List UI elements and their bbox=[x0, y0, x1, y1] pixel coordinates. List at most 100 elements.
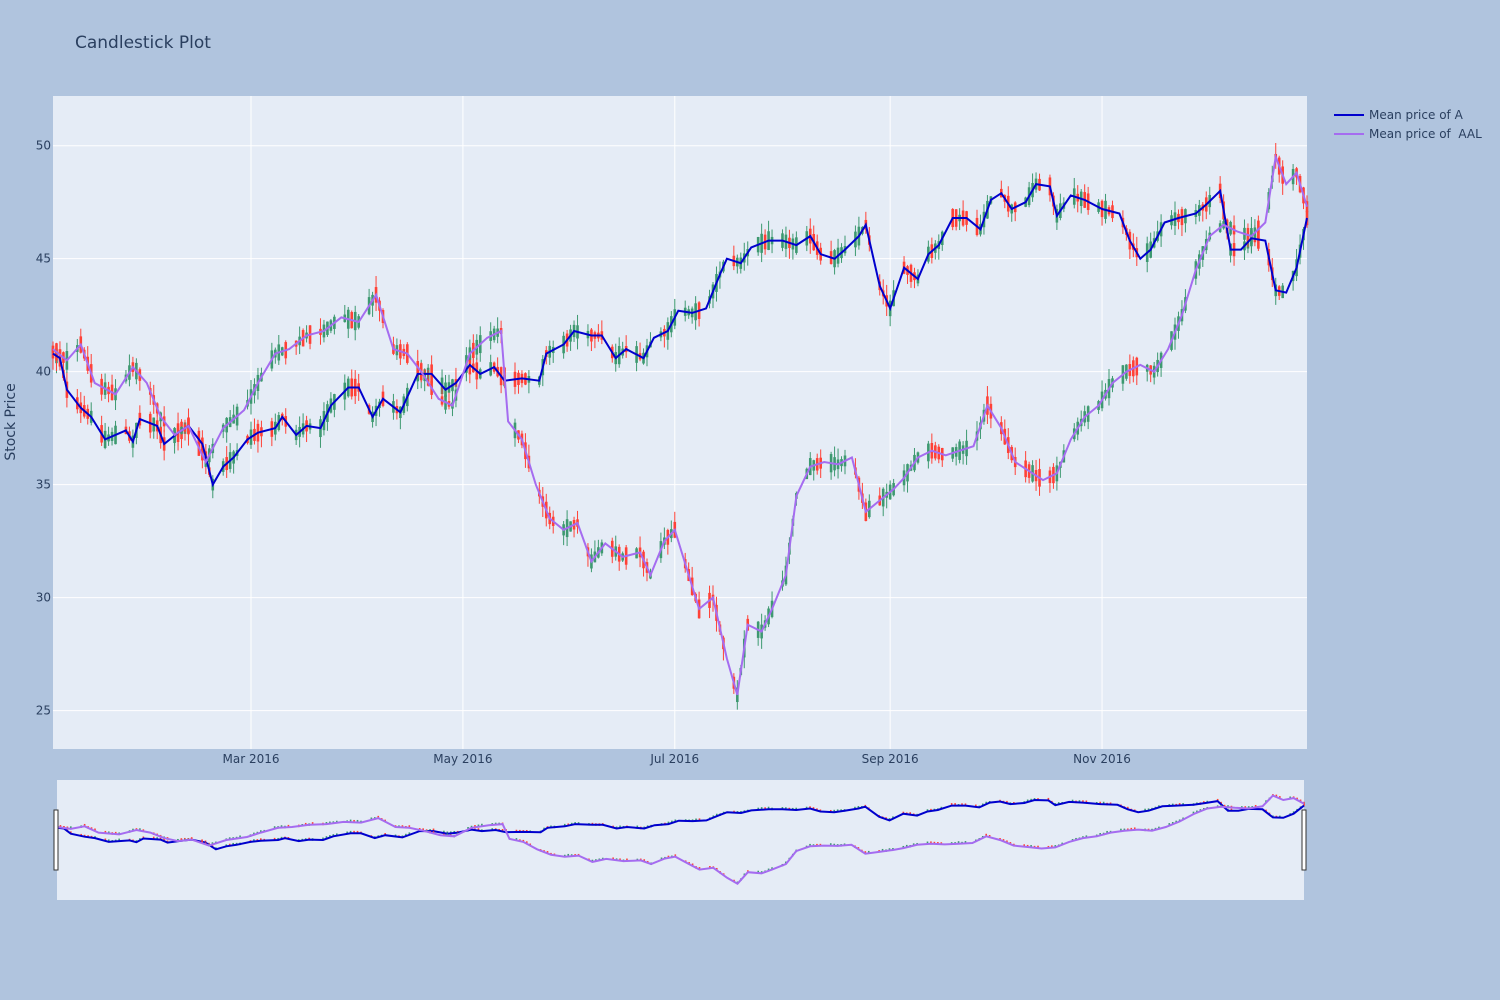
slider-candle bbox=[353, 830, 355, 834]
slider-candle bbox=[698, 818, 701, 821]
slider-candle bbox=[104, 830, 107, 834]
slider-candle bbox=[905, 844, 908, 848]
range-slider-handle-right[interactable] bbox=[1301, 809, 1307, 871]
series-line-0 bbox=[52, 182, 1308, 488]
slider-candle bbox=[698, 867, 701, 870]
slider-candle bbox=[985, 833, 988, 837]
slider-candle bbox=[405, 833, 407, 837]
slider-candle bbox=[83, 823, 86, 827]
slider-candle bbox=[356, 819, 359, 823]
slider-candle bbox=[667, 821, 670, 825]
series-lines bbox=[52, 153, 1308, 696]
slider-candle bbox=[757, 870, 760, 874]
slider-candle bbox=[1037, 845, 1039, 849]
slider-candle bbox=[329, 835, 331, 838]
slider-candle bbox=[370, 817, 373, 821]
slider-candle bbox=[515, 829, 518, 833]
y-tick-label: 30 bbox=[36, 591, 51, 605]
slider-candle bbox=[1133, 827, 1136, 830]
slider-candle bbox=[957, 841, 960, 844]
slider-candle bbox=[674, 819, 677, 823]
slider-candle bbox=[467, 827, 469, 830]
slider-candle bbox=[325, 836, 328, 839]
slider-candle bbox=[1023, 844, 1026, 847]
slider-candle bbox=[930, 841, 932, 844]
slider-candle bbox=[322, 837, 324, 841]
slider-candle bbox=[954, 803, 956, 806]
slider-candle bbox=[795, 807, 798, 811]
slider-candle bbox=[695, 818, 697, 822]
y-tick-label: 45 bbox=[36, 252, 51, 266]
slider-candle bbox=[619, 825, 621, 829]
slider-candle bbox=[180, 838, 183, 841]
slider-candle bbox=[1106, 830, 1108, 834]
slider-candle bbox=[809, 843, 811, 847]
slider-candle bbox=[118, 838, 120, 842]
slider-series-line-1 bbox=[56, 794, 1305, 885]
slider-candle bbox=[94, 828, 96, 832]
slider-candle bbox=[349, 830, 352, 834]
slider-candle bbox=[1085, 800, 1088, 804]
slider-candle bbox=[525, 841, 528, 844]
slider-candle bbox=[950, 803, 953, 806]
slider-candle bbox=[833, 809, 836, 813]
slider-candle bbox=[674, 854, 677, 857]
y-tick-label: 25 bbox=[36, 704, 51, 718]
slider-candle bbox=[1247, 806, 1250, 809]
slider-candle bbox=[691, 863, 694, 866]
slider-candle bbox=[1144, 808, 1146, 812]
slider-candle bbox=[1127, 806, 1129, 810]
slider-candle bbox=[857, 805, 860, 809]
slider-candle bbox=[353, 819, 355, 823]
y-axis-label: Stock Price bbox=[3, 383, 19, 460]
slider-candle bbox=[260, 830, 262, 833]
slider-candle bbox=[760, 807, 763, 810]
slider-candle bbox=[408, 832, 411, 835]
candle-body bbox=[1305, 201, 1309, 213]
slider-candle bbox=[1254, 804, 1257, 808]
range-slider-handle-left[interactable] bbox=[53, 809, 59, 871]
slider-candle bbox=[356, 830, 359, 834]
slider-candle bbox=[139, 828, 141, 831]
slider-candle bbox=[311, 822, 314, 825]
legend-label-aal[interactable]: Mean price of AAL bbox=[1369, 127, 1482, 141]
slider-candle bbox=[812, 807, 815, 810]
slider-candle bbox=[501, 829, 504, 832]
slider-candle bbox=[273, 837, 276, 841]
slider-candle bbox=[926, 841, 929, 845]
slider-candle bbox=[304, 822, 307, 826]
slider-candle bbox=[443, 830, 445, 834]
x-tick-label: May 2016 bbox=[433, 752, 492, 766]
slider-candle bbox=[909, 812, 912, 815]
slider-candle bbox=[1102, 801, 1105, 805]
slider-candle bbox=[1047, 797, 1050, 801]
slider-candle bbox=[477, 828, 480, 831]
slider-candle bbox=[432, 828, 435, 832]
slider-candle bbox=[864, 851, 867, 854]
slider-candle bbox=[104, 838, 107, 841]
slider-candle bbox=[546, 851, 549, 854]
slider-candle bbox=[612, 857, 614, 860]
slider-candle bbox=[1192, 811, 1195, 815]
slider-candle bbox=[1120, 828, 1122, 832]
slider-candle bbox=[1130, 827, 1133, 831]
slider-candle bbox=[567, 853, 570, 857]
plot-background bbox=[53, 96, 1307, 749]
slider-candle bbox=[1006, 800, 1008, 804]
x-tick-label: Mar 2016 bbox=[223, 752, 280, 766]
slider-candle bbox=[1099, 801, 1101, 805]
range-slider[interactable] bbox=[53, 780, 1307, 900]
slider-candle bbox=[757, 807, 760, 811]
y-tick-label: 40 bbox=[36, 365, 51, 379]
slider-candle bbox=[867, 850, 870, 854]
range-slider-background bbox=[57, 780, 1304, 900]
slider-candle bbox=[70, 826, 72, 829]
slider-candle bbox=[1030, 845, 1032, 848]
slider-candle bbox=[408, 825, 411, 828]
slider-candle bbox=[1178, 803, 1181, 806]
slider-candle bbox=[1006, 840, 1008, 843]
slider-candle bbox=[280, 825, 283, 828]
slider-candle bbox=[349, 819, 352, 823]
legend-label-a[interactable]: Mean price of A bbox=[1369, 108, 1464, 122]
slider-candle bbox=[335, 833, 338, 836]
